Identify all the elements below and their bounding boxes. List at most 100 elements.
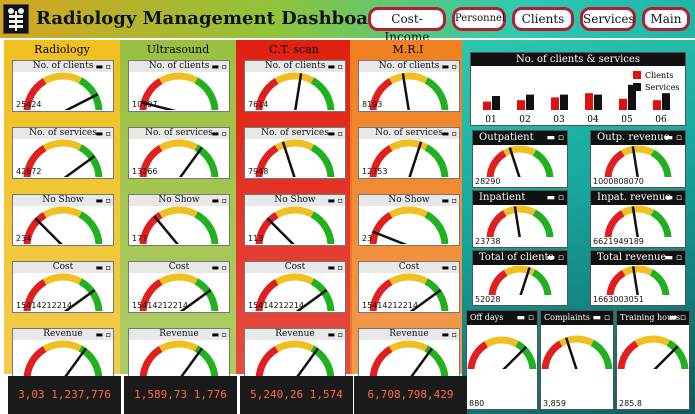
window-controls-icon[interactable]: ▬ ▫ [592, 313, 610, 323]
chart-bar [483, 101, 491, 110]
chart-tick-label: 04 [587, 115, 599, 125]
chart-tick-label: 02 [519, 115, 530, 125]
total-led-display: 3,03 1,237,776 [8, 376, 121, 414]
window-controls-icon[interactable]: ▬ ▫ [668, 313, 686, 323]
window-controls-icon[interactable]: ▬ ▫ [211, 62, 227, 71]
gauge-dial [23, 340, 103, 378]
gauge-title: No Show [13, 195, 113, 206]
gauge-widget: No. of clients ▬ ▫ 10797 [128, 60, 230, 112]
gauge-title: No. of services [129, 128, 229, 139]
gauge-value: 13266 [132, 167, 158, 176]
gauge-title: Revenue [13, 329, 113, 340]
legend-label: Clients [645, 71, 673, 80]
gauge-dial [139, 72, 219, 110]
window-controls-icon[interactable]: ▬ ▫ [327, 330, 343, 339]
window-controls-icon[interactable]: ▬ ▫ [95, 263, 111, 272]
gauge-widget: Revenue ▬ ▫ [128, 328, 230, 380]
nav-main-button[interactable]: Main [642, 7, 690, 31]
gauge-title: Revenue [129, 329, 229, 340]
gauge-title: Revenue [359, 329, 459, 340]
gauge-dial [255, 273, 335, 311]
window-controls-icon[interactable]: ▬ ▫ [327, 129, 343, 138]
gauge-title: Cost [245, 262, 345, 273]
window-controls-icon[interactable]: ▬ ▫ [327, 196, 343, 205]
summary-gauge-widget: Complaints ▬ ▫ 3,859 [540, 310, 614, 410]
chart-tick-label: 01 [485, 115, 496, 125]
gauge-widget: Revenue ▬ ▫ [12, 328, 114, 380]
department-column: C.T. scan No. of clients ▬ ▫ 7614 No. of… [236, 40, 352, 380]
window-controls-icon[interactable]: ▬ ▫ [211, 129, 227, 138]
gauge-widget: No. of services ▬ ▫ 7948 [244, 127, 346, 179]
gauge-title: No. of services [359, 128, 459, 139]
gauge-widget: Cost ▬ ▫ 15414212214 [128, 261, 230, 313]
gauge-dial [139, 273, 219, 311]
gauge-value: 10797 [132, 100, 158, 109]
window-controls-icon[interactable]: ▬ ▫ [441, 129, 457, 138]
window-controls-icon[interactable]: ▬ ▫ [211, 196, 227, 205]
gauge-value: 15414212214 [16, 301, 72, 310]
window-controls-icon[interactable]: ▬ ▫ [664, 133, 682, 143]
total-led-display: 5,240,26 1,574 [240, 376, 353, 414]
gauge-title: Revenue [245, 329, 345, 340]
column-title: M.R.I [392, 43, 424, 56]
window-controls-icon[interactable]: ▬ ▫ [95, 62, 111, 71]
gauge-title: Inpat. revenue [591, 191, 685, 205]
summary-gauge-widget: Outp. revenue ▬ ▫ 1000808070 [590, 130, 686, 188]
gauge-widget: Cost ▬ ▫ 15414212214 [12, 261, 114, 313]
gauge-dial [23, 273, 103, 311]
gauge-widget: No. of clients ▬ ▫ 7614 [244, 60, 346, 112]
window-controls-icon[interactable]: ▬ ▫ [516, 313, 534, 323]
nav-services-button[interactable]: Services [580, 7, 636, 31]
window-controls-icon[interactable]: ▬ ▫ [95, 196, 111, 205]
window-controls-icon[interactable]: ▬ ▫ [441, 330, 457, 339]
nav-cost-income-button[interactable]: Cost-Income [368, 7, 446, 44]
gauge-dial [255, 206, 335, 244]
legend-swatch [633, 83, 641, 91]
gauge-dial [486, 145, 554, 177]
summary-gauge-widget: Total revenue ▬ ▫ 1663003051 [590, 250, 686, 306]
gauge-value: 15414212214 [362, 301, 418, 310]
gauge-value: 42672 [16, 167, 42, 176]
window-controls-icon[interactable]: ▬ ▫ [95, 330, 111, 339]
gauge-value: 15414212214 [132, 301, 188, 310]
window-controls-icon[interactable]: ▬ ▫ [664, 193, 682, 203]
gauge-dial [139, 340, 219, 378]
gauge-value: 23738 [475, 237, 501, 246]
window-controls-icon[interactable]: ▬ ▫ [211, 330, 227, 339]
window-controls-icon[interactable]: ▬ ▫ [211, 263, 227, 272]
department-column: Ultrasound No. of clients ▬ ▫ 10797 No. … [120, 40, 236, 380]
gauge-dial [467, 336, 537, 369]
window-controls-icon[interactable]: ▬ ▫ [546, 193, 564, 203]
window-controls-icon[interactable]: ▬ ▫ [664, 253, 682, 263]
nav-personnel-button[interactable]: Personnel [452, 7, 506, 31]
window-controls-icon[interactable]: ▬ ▫ [441, 263, 457, 272]
window-controls-icon[interactable]: ▬ ▫ [327, 62, 343, 71]
window-controls-icon[interactable]: ▬ ▫ [546, 133, 564, 143]
window-controls-icon[interactable]: ▬ ▫ [327, 263, 343, 272]
gauge-dial [139, 206, 219, 244]
window-controls-icon[interactable]: ▬ ▫ [441, 62, 457, 71]
total-led-display: 6,708,798,429 [354, 376, 467, 414]
gauge-title: No Show [359, 195, 459, 206]
nav-clients-button[interactable]: Clients [512, 7, 574, 31]
window-controls-icon[interactable]: ▬ ▫ [546, 253, 564, 263]
gauge-title: Inpatient [473, 191, 567, 205]
clients-services-chart: No. of clients & services 01 02 03 04 05 06 Cl… [470, 52, 686, 126]
gauge-title: Outpatient [473, 131, 567, 145]
gauge-title: No. of clients [359, 61, 459, 72]
gauge-value: 6621949189 [593, 237, 644, 246]
gauge-widget: No. of services ▬ ▫ 13266 [128, 127, 230, 179]
gauge-value: 7948 [248, 167, 269, 176]
gauge-dial [23, 139, 103, 177]
gauge-dial [369, 273, 449, 311]
gauge-dial [369, 206, 449, 244]
gauge-widget: Revenue ▬ ▫ [244, 328, 346, 380]
gauge-dial [604, 205, 672, 237]
gauge-value: 285.8 [619, 399, 642, 408]
window-controls-icon[interactable]: ▬ ▫ [441, 196, 457, 205]
window-controls-icon[interactable]: ▬ ▫ [95, 129, 111, 138]
gauge-dial [23, 206, 103, 244]
chart-tick-label: 03 [553, 115, 565, 125]
gauge-title: Total revenue [591, 251, 685, 265]
chart-bar [560, 94, 568, 110]
